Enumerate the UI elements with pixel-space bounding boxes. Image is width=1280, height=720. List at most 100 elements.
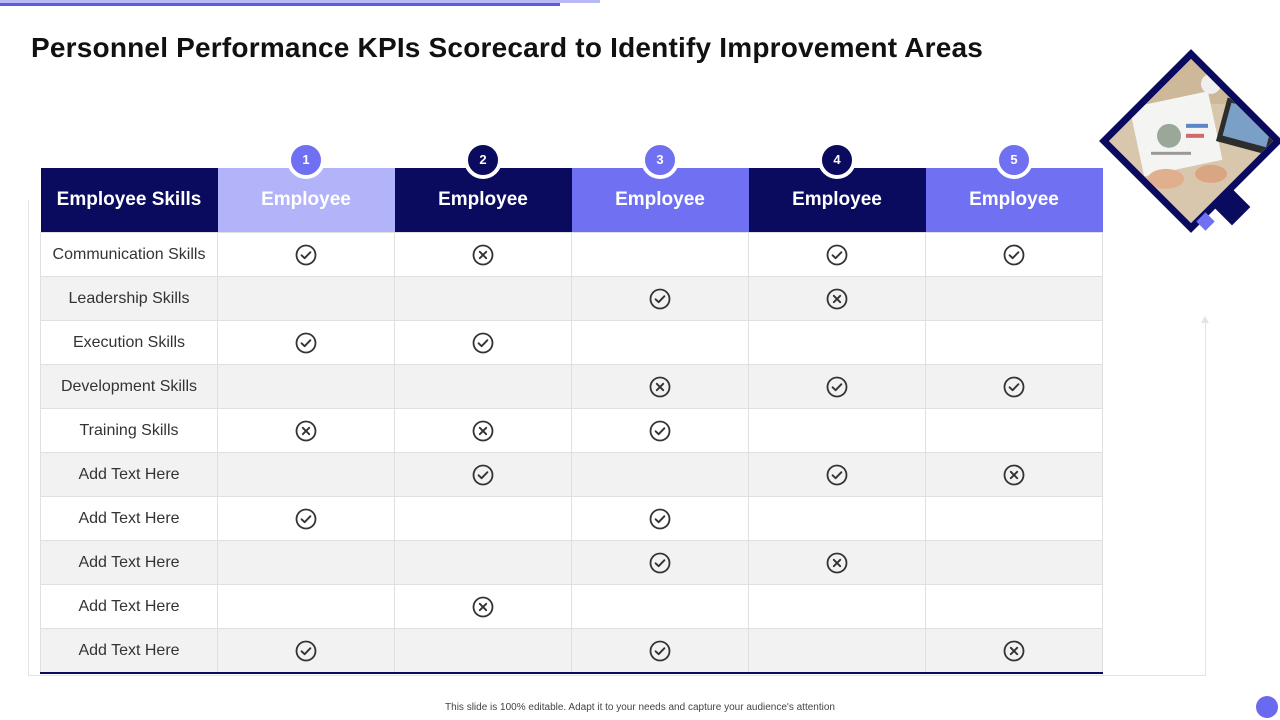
- corner-dot: [1256, 696, 1278, 718]
- score-cell: [925, 540, 1103, 585]
- x-circle-icon: [471, 243, 495, 267]
- x-circle-icon: [471, 419, 495, 443]
- kpi-scorecard-table: Employee Skills 1 Employee 2 Employee 3 …: [40, 141, 1103, 674]
- employee-column-label-2: Employee: [438, 189, 528, 210]
- skill-label: Add Text Here: [40, 540, 218, 585]
- score-cell: [925, 628, 1103, 674]
- score-cell: [925, 408, 1103, 453]
- employee-number-badge-3: 3: [641, 141, 679, 179]
- score-cell: [217, 364, 395, 409]
- score-cell: [217, 408, 395, 453]
- employee-column-header-5: 5 Employee: [925, 141, 1103, 233]
- table-row: Communication Skills: [40, 232, 1103, 277]
- table-row: Add Text Here: [40, 584, 1103, 629]
- check-circle-icon: [825, 463, 849, 487]
- score-cell: [925, 452, 1103, 497]
- score-cell: [394, 540, 572, 585]
- x-circle-icon: [294, 419, 318, 443]
- table-row: Leadership Skills: [40, 276, 1103, 321]
- x-circle-icon: [1002, 463, 1026, 487]
- skill-label: Communication Skills: [40, 232, 218, 277]
- score-cell: [748, 364, 926, 409]
- check-circle-icon: [1002, 375, 1026, 399]
- score-cell: [925, 276, 1103, 321]
- check-circle-icon: [294, 331, 318, 355]
- score-cell: [217, 540, 395, 585]
- employee-number-badge-2: 2: [464, 141, 502, 179]
- score-cell: [394, 452, 572, 497]
- score-cell: [748, 496, 926, 541]
- x-circle-icon: [825, 287, 849, 311]
- skill-label: Add Text Here: [40, 584, 218, 629]
- score-cell: [571, 364, 749, 409]
- score-cell: [394, 320, 572, 365]
- table-row: Add Text Here: [40, 628, 1103, 674]
- score-cell: [571, 320, 749, 365]
- score-cell: [748, 540, 926, 585]
- score-cell: [925, 496, 1103, 541]
- employee-column-label-1: Employee: [261, 189, 351, 210]
- employee-number-badge-4: 4: [818, 141, 856, 179]
- score-cell: [394, 628, 572, 674]
- score-cell: [925, 584, 1103, 629]
- table-row: Add Text Here: [40, 452, 1103, 497]
- score-cell: [748, 276, 926, 321]
- check-circle-icon: [294, 243, 318, 267]
- score-cell: [925, 232, 1103, 277]
- employee-column-label-4: Employee: [792, 189, 882, 210]
- table-row: Development Skills: [40, 364, 1103, 409]
- score-cell: [571, 408, 749, 453]
- office-desk-photo: [1099, 49, 1280, 233]
- check-circle-icon: [294, 507, 318, 531]
- frame-line-left: [28, 200, 29, 676]
- score-cell: [217, 452, 395, 497]
- check-circle-icon: [471, 463, 495, 487]
- score-cell: [394, 364, 572, 409]
- x-circle-icon: [471, 595, 495, 619]
- check-circle-icon: [648, 551, 672, 575]
- skill-label: Training Skills: [40, 408, 218, 453]
- top-accent-bar: [0, 0, 600, 6]
- check-circle-icon: [825, 375, 849, 399]
- x-circle-icon: [1002, 639, 1026, 663]
- score-cell: [925, 320, 1103, 365]
- score-cell: [748, 628, 926, 674]
- check-circle-icon: [471, 331, 495, 355]
- score-cell: [571, 584, 749, 629]
- x-circle-icon: [825, 551, 849, 575]
- score-cell: [394, 276, 572, 321]
- table-header-row: Employee Skills 1 Employee 2 Employee 3 …: [40, 141, 1103, 233]
- score-cell: [394, 496, 572, 541]
- score-cell: [571, 452, 749, 497]
- check-circle-icon: [294, 639, 318, 663]
- score-cell: [571, 540, 749, 585]
- frame-line-right: [1205, 322, 1206, 676]
- score-cell: [748, 320, 926, 365]
- employee-column-header-3: 3 Employee: [571, 141, 749, 233]
- employee-column-label-5: Employee: [969, 189, 1059, 210]
- employee-column-header-1: 1 Employee: [217, 141, 395, 233]
- employee-column-header-2: 2 Employee: [394, 141, 572, 233]
- employee-column-label-3: Employee: [615, 189, 705, 210]
- photo-diamond-frame: [1099, 49, 1280, 233]
- skill-label: Execution Skills: [40, 320, 218, 365]
- skill-label: Add Text Here: [40, 628, 218, 674]
- table-row: Execution Skills: [40, 320, 1103, 365]
- table-row: Add Text Here: [40, 496, 1103, 541]
- table-row: Add Text Here: [40, 540, 1103, 585]
- score-cell: [571, 628, 749, 674]
- table-body: Communication Skills Leadership Skills Exe…: [40, 232, 1103, 674]
- score-cell: [571, 232, 749, 277]
- score-cell: [217, 496, 395, 541]
- table-row: Training Skills: [40, 408, 1103, 453]
- check-circle-icon: [825, 243, 849, 267]
- x-circle-icon: [648, 375, 672, 399]
- score-cell: [217, 628, 395, 674]
- check-circle-icon: [1002, 243, 1026, 267]
- score-cell: [394, 584, 572, 629]
- check-circle-icon: [648, 639, 672, 663]
- frame-arrow-icon: [1201, 316, 1209, 323]
- footer-note: This slide is 100% editable. Adapt it to…: [445, 702, 835, 713]
- check-circle-icon: [648, 507, 672, 531]
- page-title: Personnel Performance KPIs Scorecard to …: [31, 32, 984, 63]
